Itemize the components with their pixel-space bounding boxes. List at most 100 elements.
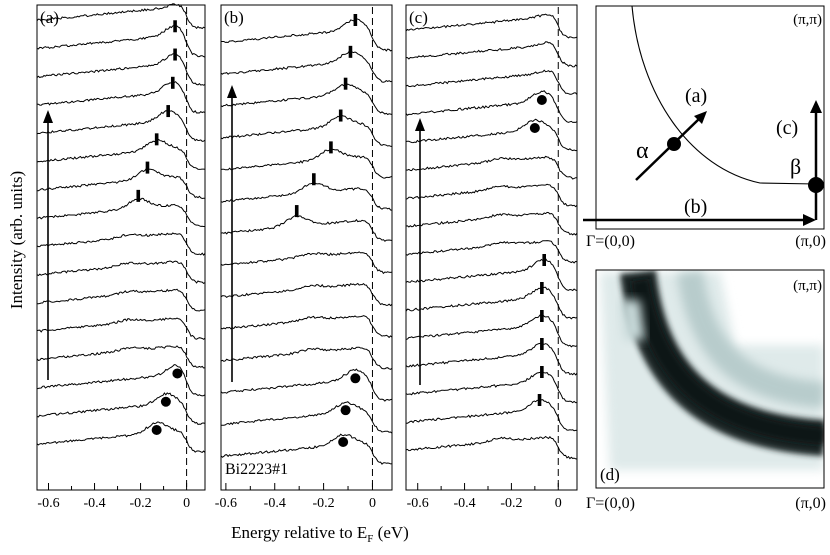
- panel-label: (a): [40, 8, 59, 27]
- edc-curve: [36, 392, 206, 425]
- peak-dot-marker: [160, 396, 171, 407]
- edc-curve: [37, 288, 206, 312]
- cut-a-label: (a): [685, 85, 707, 107]
- peak-dot-marker: [350, 373, 361, 384]
- map-origin-label: Γ=(0,0): [586, 495, 635, 512]
- peak-dot-marker: [151, 425, 162, 435]
- map-corner-bottom-right: (π,0): [795, 495, 826, 512]
- x-tick-label: -0.2: [313, 496, 335, 511]
- peak-bar-marker: [154, 133, 159, 146]
- edc-curve: [220, 368, 393, 402]
- edc-curve: [36, 138, 206, 170]
- peak-bar-marker: [338, 109, 343, 122]
- edc-curve: [36, 24, 206, 58]
- x-tick-label: -0.6: [37, 496, 59, 511]
- edc-curve: [220, 115, 393, 147]
- edc-curve: [405, 398, 578, 432]
- cut-a-arrowhead: [694, 111, 707, 124]
- peak-bar-marker: [329, 141, 333, 154]
- beta-point: [808, 177, 824, 193]
- peak-dot-marker: [340, 405, 351, 416]
- edc-curve: [220, 83, 393, 116]
- peak-dot-marker: [529, 123, 540, 133]
- cut-a-arrow: [635, 117, 701, 181]
- peak-dot-marker: [172, 368, 183, 379]
- edc-panel-b: -0.6 -0.4 -0.2 0 (b) Bi2223#1: [215, 4, 393, 511]
- panel-frame: [405, 4, 578, 491]
- edc-curve: [37, 168, 205, 200]
- peak-dot-marker: [536, 95, 547, 105]
- peak-bar-marker: [166, 105, 170, 118]
- peak-bar-marker: [294, 205, 299, 218]
- edc-curve: [220, 50, 393, 83]
- beta-label: β: [790, 154, 801, 179]
- x-tick-label: 0: [183, 496, 190, 511]
- peak-bar-marker: [542, 254, 547, 266]
- x-axis-label-subscript: F: [367, 533, 373, 545]
- fermi-surface-curve: [631, 5, 817, 185]
- edc-curve: [405, 13, 578, 39]
- panel-frame: [36, 4, 206, 491]
- x-tick-label: 0: [369, 496, 376, 511]
- x-tick-label: -0.6: [407, 496, 429, 511]
- edc-curve: [405, 41, 578, 68]
- edc-curve: [36, 232, 206, 256]
- sequence-arrowhead: [227, 85, 237, 98]
- peak-bar-marker: [540, 366, 544, 378]
- map-frame: [595, 269, 825, 489]
- edc-curve: [405, 342, 578, 376]
- cut-c-arrowhead: [810, 100, 822, 113]
- peak-bar-marker: [540, 338, 544, 350]
- edc-curve: [36, 109, 206, 142]
- edc-curve: [220, 346, 393, 370]
- edc-curve: [405, 90, 578, 123]
- edc-curve: [405, 314, 578, 348]
- x-axis-label: Energy relative to EF (eV): [231, 523, 409, 545]
- x-tick-label: -0.2: [500, 496, 522, 511]
- edc-curve: [36, 260, 206, 285]
- edc-curve: [36, 80, 206, 114]
- edc-curve: [36, 421, 206, 453]
- edc-curve: [36, 345, 206, 369]
- bz-corner-top-right: (π,π): [793, 12, 822, 28]
- cut-b-arrowhead: [803, 214, 816, 226]
- peak-bar-marker: [312, 173, 316, 186]
- panel-label: (c): [409, 8, 428, 27]
- edc-curve: [220, 251, 393, 275]
- edc-curve: [405, 118, 578, 152]
- x-tick-label: 0: [555, 496, 562, 511]
- peak-bar-marker: [136, 189, 141, 202]
- panel-label: (b): [224, 8, 244, 27]
- peak-dot-marker: [338, 437, 349, 447]
- edc-curve: [405, 240, 578, 264]
- peak-bar-marker: [348, 45, 353, 58]
- intensity-map-d: (π,π) (d) Γ=(0,0) (π,0): [586, 269, 826, 512]
- sequence-arrowhead: [415, 118, 425, 131]
- alpha-label: α: [636, 138, 649, 164]
- edc-curve: [405, 286, 578, 320]
- x-tick-label: -0.2: [129, 496, 151, 511]
- x-tick-label: -0.4: [83, 496, 105, 511]
- x-tick-label: -0.4: [264, 496, 286, 511]
- peak-bar-marker: [173, 20, 177, 33]
- edc-curve: [36, 3, 206, 30]
- edc-curve: [405, 211, 578, 236]
- x-tick-label: -0.4: [453, 496, 475, 511]
- edc-curve: [220, 181, 393, 211]
- bz-frame: [595, 5, 825, 230]
- panel-frame: [220, 4, 393, 491]
- map-panel-label: (d): [600, 465, 620, 484]
- edc-curve: [36, 364, 206, 397]
- edc-curve: [220, 282, 393, 307]
- sequence-arrowhead: [43, 110, 53, 123]
- peak-bar-marker: [540, 310, 544, 322]
- edc-curve: [405, 155, 578, 180]
- edc-curve: [220, 315, 393, 339]
- peak-bar-marker: [540, 282, 544, 294]
- edc-curve: [405, 183, 578, 208]
- brillouin-zone-diagram: (π,π) Γ=(0,0) (π,0) (a) (b) (c) α β: [583, 5, 826, 250]
- edc-curve: [220, 148, 393, 179]
- edc-curve: [405, 435, 578, 460]
- edc-panel-c: -0.6 -0.4 -0.2 0 (c): [405, 4, 578, 511]
